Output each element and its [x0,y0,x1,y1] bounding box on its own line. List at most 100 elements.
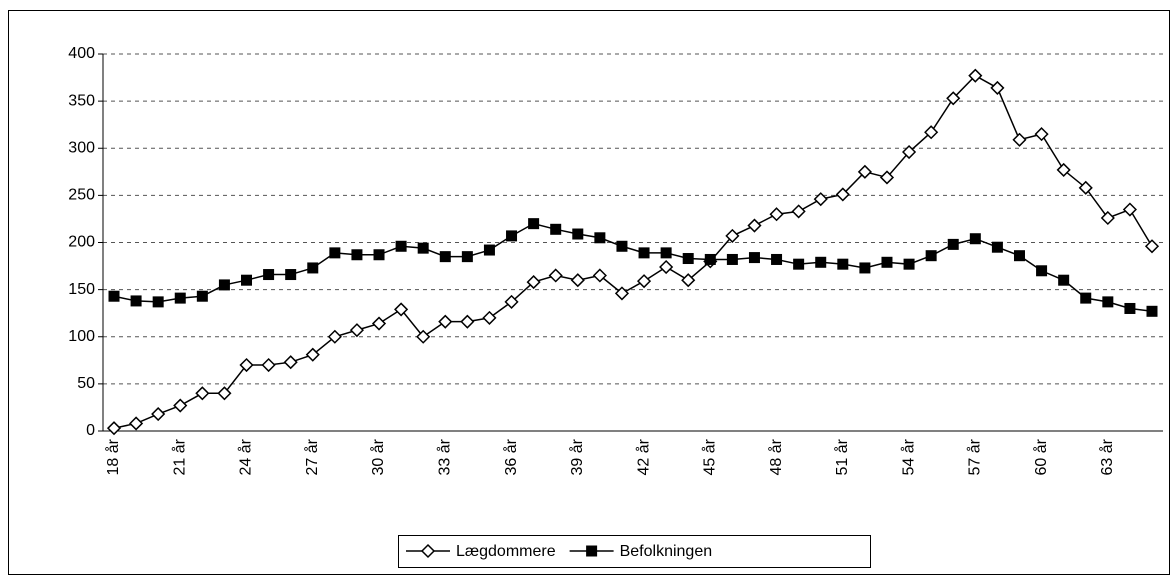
legend-frame [398,535,871,568]
data-point [439,251,451,263]
data-point [416,329,431,344]
data-point [748,252,760,264]
data-point [881,256,893,268]
data-point [129,416,144,431]
data-point [329,247,341,259]
data-point [526,275,541,290]
y-tick-label: 100 [68,328,95,345]
data-point [196,290,208,302]
data-point [594,232,606,244]
data-point [969,233,981,245]
data-point [1034,127,1049,142]
data-point [771,253,783,265]
data-point [550,223,562,235]
x-tick-label: 33 år [435,438,453,475]
data-point [327,329,342,344]
y-tick-label: 300 [68,139,95,156]
data-point [837,258,849,270]
legend-label: Befolkningen [620,543,713,560]
data-point [373,249,385,261]
data-point [349,323,364,338]
y-tick-label: 350 [68,92,95,109]
data-point [195,386,210,401]
data-point [482,310,497,325]
x-tick-label: 48 år [767,438,785,475]
data-point [924,125,939,140]
data-point [548,268,563,283]
x-tick-label: 39 år [568,438,586,475]
data-point [813,192,828,207]
data-point [460,314,475,329]
data-point [241,274,253,286]
y-tick-label: 50 [77,375,95,392]
x-tick-label: 21 år [170,438,188,475]
y-tick-label: 200 [68,234,95,251]
x-tick-label: 45 år [701,438,719,475]
data-point [151,406,166,422]
data-point [1100,210,1115,226]
data-point [395,240,407,252]
data-point [902,144,917,160]
data-point [1146,305,1158,317]
x-tick-label: 51 år [833,438,851,475]
data-point [218,279,230,291]
data-point [1080,292,1092,304]
data-point [1144,239,1160,254]
legend: Lægdommere Befolkningen [398,535,871,568]
data-point [636,274,652,289]
x-tick-label: 36 år [502,438,520,475]
data-point [660,247,672,259]
data-point [307,262,319,274]
data-point [726,253,738,265]
x-tick-label: 27 år [303,438,321,475]
data-point [990,80,1005,95]
x-tick-label: 24 år [237,438,255,475]
data-point [659,259,674,275]
data-point [1056,162,1071,177]
data-point [504,294,519,309]
data-point [461,251,473,263]
data-point [506,230,518,242]
data-point [305,347,320,362]
data-point [394,302,409,317]
data-point [285,269,297,281]
data-point [417,242,429,254]
data-point [638,247,650,259]
data-point [859,262,871,274]
data-point [483,244,495,256]
data-point [1122,202,1137,217]
x-tick-label: 60 år [1032,438,1050,475]
data-point [592,268,607,283]
data-point [1102,296,1114,308]
data-point [925,250,937,262]
data-point [879,170,895,185]
data-point [1013,250,1025,262]
data-point [152,296,164,308]
data-point [351,249,363,261]
data-point [793,258,805,270]
data-point [616,240,628,252]
data-point [769,207,784,222]
data-point [991,241,1003,253]
data-point [725,228,740,243]
data-point [438,314,453,329]
y-tick-label: 0 [86,422,95,439]
data-point [835,187,850,202]
data-point [217,386,232,401]
data-point [263,269,275,281]
data-point [791,204,806,219]
y-tick-label: 250 [68,187,95,204]
data-point [946,91,961,106]
data-point [1012,132,1027,147]
data-point [106,421,122,436]
y-tick-label: 400 [68,45,95,62]
data-point [1036,265,1048,277]
data-point [1058,274,1070,286]
legend-marker [420,543,436,559]
x-tick-label: 42 år [634,438,652,475]
data-point [528,218,540,230]
data-point [572,228,584,240]
data-point [857,164,872,179]
